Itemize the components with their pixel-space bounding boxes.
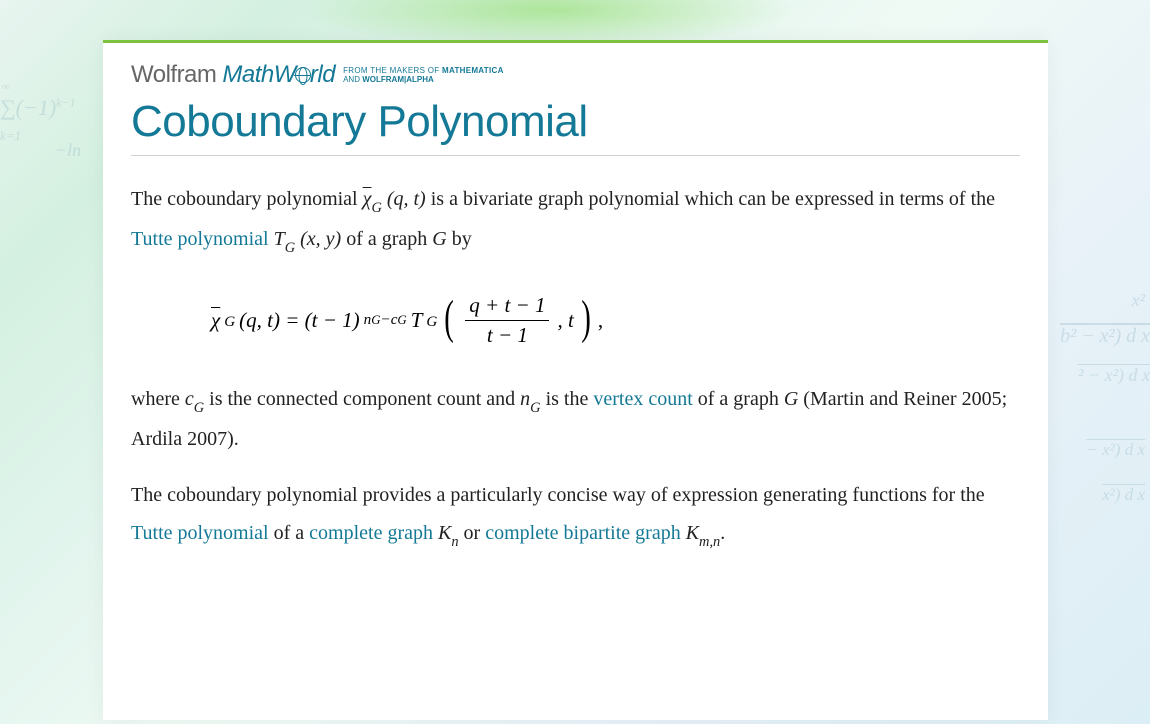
bg-math-ln: −ln (55, 140, 81, 161)
bg-math-r2: b² − x²) d x (1060, 325, 1150, 348)
article-page: Wolfram MathWrld FROM THE MAKERS OF MATH… (103, 40, 1048, 720)
paragraph-where: where cG is the connected component coun… (131, 380, 1020, 458)
bg-math-r5: x²) d x (1102, 485, 1145, 505)
bg-math-r3: ² − x²) d x (1078, 365, 1150, 386)
bg-math-r4: − x²) d x (1086, 440, 1145, 460)
article-content: The coboundary polynomial χG (q, t) is a… (131, 180, 1020, 555)
brand-header: Wolfram MathWrld FROM THE MAKERS OF MATH… (131, 61, 1020, 89)
paragraph-intro: The coboundary polynomial χG (q, t) is a… (131, 180, 1020, 261)
bg-math-r1: x² (1132, 290, 1145, 311)
bg-math-sum: ∞ ∑(−1)k−1 (0, 95, 76, 121)
brand-mathworld[interactable]: MathWrld (222, 61, 335, 89)
link-tutte-polynomial-2[interactable]: Tutte polynomial (131, 522, 269, 544)
link-vertex-count[interactable]: vertex count (593, 388, 692, 410)
link-complete-graph[interactable]: complete graph (309, 522, 433, 544)
paragraph-concise: The coboundary polynomial provides a par… (131, 476, 1020, 554)
page-title: Coboundary Polynomial (131, 97, 1020, 156)
link-complete-bipartite-graph[interactable]: complete bipartite graph (485, 522, 680, 544)
brand-wolfram: Wolfram (131, 61, 216, 89)
main-formula: χG (q, t) = (t − 1)nG−cG TG ( q + t − 1 … (131, 279, 1020, 362)
globe-icon (295, 67, 311, 83)
brand-tagline: FROM THE MAKERS OF MATHEMATICA AND WOLFR… (343, 67, 504, 85)
bg-math-k: k=1 (0, 128, 21, 144)
link-tutte-polynomial[interactable]: Tutte polynomial (131, 228, 269, 250)
